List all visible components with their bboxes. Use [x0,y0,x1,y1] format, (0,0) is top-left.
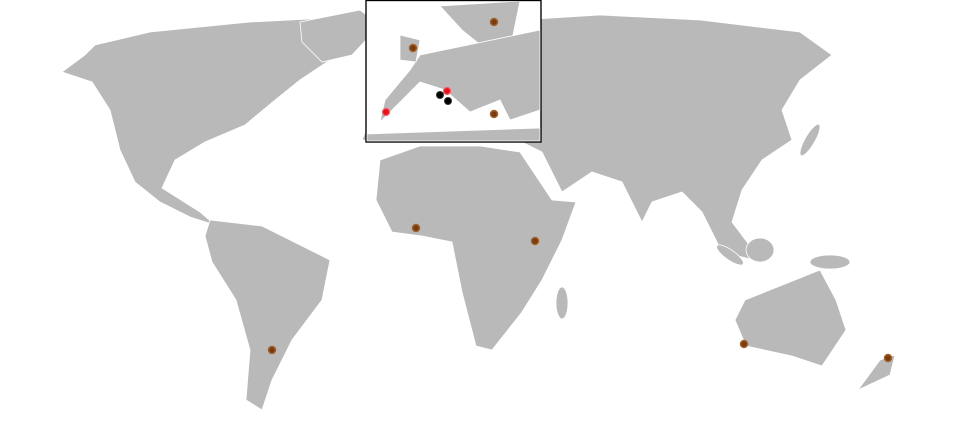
marker [381,107,391,117]
north-america [61,17,346,226]
new-guinea [809,254,851,270]
japan [799,123,821,157]
marker [436,91,444,99]
greenland [299,9,381,63]
marker [442,86,452,96]
europe-inset [365,0,542,143]
marker [267,345,277,355]
marker [489,17,499,27]
marker [883,353,893,363]
south-america [204,219,331,411]
marker [408,43,418,53]
marker [530,236,540,246]
sumatra [716,244,744,266]
marker [739,339,749,349]
borneo [745,237,775,263]
markers [267,17,893,363]
inset-border [365,0,542,143]
africa [375,145,577,351]
marker [444,97,452,105]
north-africa-inset [366,127,541,142]
australia [734,269,847,367]
marker [489,109,499,119]
madagascar [555,286,569,320]
continents [61,9,896,411]
marker [411,223,421,233]
